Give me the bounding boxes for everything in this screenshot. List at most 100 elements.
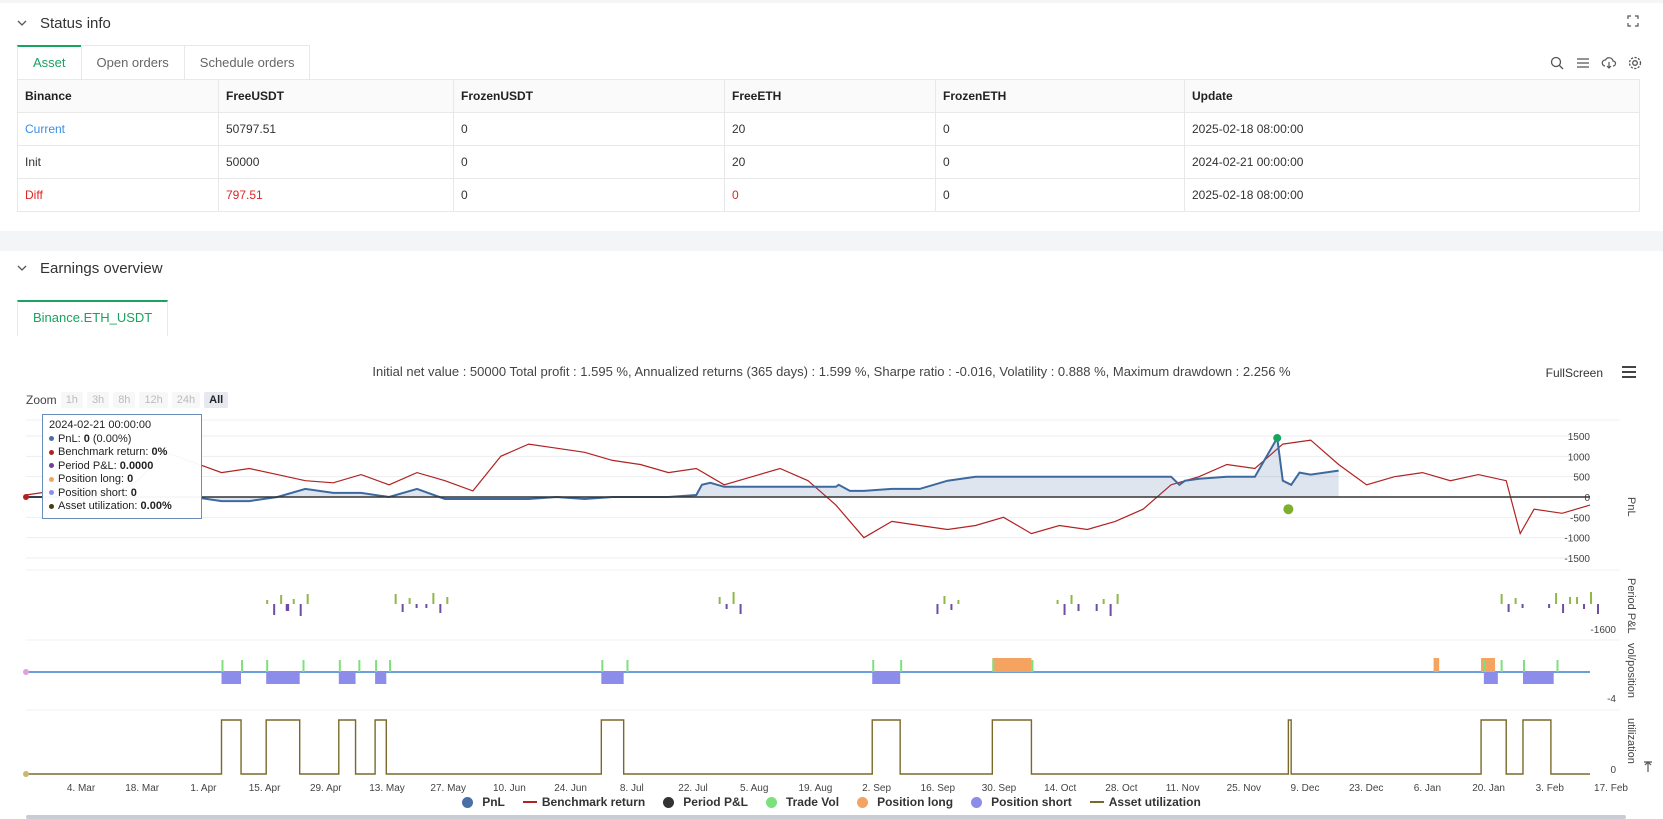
legend-asset-utilization[interactable]: Asset utilization (1089, 795, 1201, 809)
reset-zoom-icon[interactable] (1641, 760, 1655, 774)
search-icon[interactable] (1549, 55, 1565, 71)
trade-vol-bar (266, 660, 269, 672)
table-row: Diff 797.51 0 0 0 2025-02-18 08:00:00 (17, 178, 1640, 212)
col-update: Update (1184, 79, 1640, 113)
trade-vol-bar (900, 660, 903, 672)
legend-trade-vol[interactable]: Trade Vol (765, 795, 839, 809)
position-short-block (601, 672, 624, 684)
legend-period-pnl[interactable]: Period P&L (663, 795, 748, 809)
zoom-12h[interactable]: 12h (139, 392, 168, 408)
period-bar (1548, 604, 1551, 608)
chart-legend: PnL Benchmark return Period P&L Trade Vo… (0, 795, 1663, 809)
zoom-all[interactable]: All (204, 392, 229, 408)
period-tick-label: -1600 (1590, 625, 1616, 636)
period-bar (446, 597, 449, 604)
period-bar (1521, 604, 1524, 608)
expand-icon[interactable] (1627, 15, 1639, 27)
table-row: Current 50797.51 0 20 0 2025-02-18 08:00… (17, 112, 1640, 146)
zoom-1h[interactable]: 1h (60, 392, 83, 408)
period-bar (1116, 594, 1119, 604)
period-bar (439, 604, 442, 613)
col-freeeth: FreeETH (724, 79, 936, 113)
x-tick-label: 4. Mar (67, 783, 96, 794)
x-tick-label: 14. Oct (1044, 783, 1076, 794)
period-bar (415, 604, 418, 608)
period-bar (285, 604, 288, 611)
tooltip-short: Position short: 0 (49, 487, 195, 501)
hamburger-menu-icon[interactable] (1621, 365, 1637, 379)
period-bar (266, 600, 269, 604)
legend-position-long[interactable]: Position long (857, 795, 953, 809)
period-bar (299, 604, 302, 616)
download-cloud-icon[interactable] (1601, 55, 1617, 71)
y-tick-label: 1000 (1568, 452, 1591, 463)
trade-vol-bar (626, 660, 629, 672)
period-bar (292, 599, 295, 604)
period-bar (394, 594, 397, 604)
x-tick-label: 24. Jun (554, 783, 587, 794)
x-tick-label: 16. Sep (921, 783, 956, 794)
zoom-3h[interactable]: 3h (86, 392, 110, 408)
position-start-marker (23, 669, 29, 675)
status-header[interactable]: Status info (0, 7, 111, 39)
gear-icon[interactable] (1627, 55, 1643, 71)
earnings-header[interactable]: Earnings overview (0, 252, 163, 284)
table-cell: 20 (724, 145, 936, 179)
row-label-current[interactable]: Current (17, 112, 219, 146)
list-icon[interactable] (1575, 55, 1591, 71)
tab-asset[interactable]: Asset (17, 45, 82, 81)
zoom-24h[interactable]: 24h (171, 392, 201, 408)
position-long-block (992, 658, 1032, 672)
tab-binance-eth-usdt[interactable]: Binance.ETH_USDT (17, 300, 169, 336)
trade-vol-bar (1483, 660, 1486, 672)
chart-navigator-scrollbar[interactable] (26, 815, 1626, 819)
period-bar (1070, 595, 1073, 604)
tooltip-util: Asset utilization: 0.00% (49, 500, 195, 514)
trade-vol-bar (241, 660, 244, 672)
period-axis-label: Period P&L (1625, 578, 1637, 634)
x-tick-label: 19. Aug (798, 783, 832, 794)
period-bar (1569, 597, 1572, 604)
pnl-area (26, 438, 1339, 502)
legend-benchmark[interactable]: Benchmark return (522, 795, 645, 809)
zoom-label: Zoom (26, 393, 57, 407)
fullscreen-button[interactable]: FullScreen (1545, 366, 1603, 380)
x-tick-label: 15. Apr (249, 783, 281, 794)
zoom-controls: Zoom 1h 3h 8h 12h 24h All (26, 392, 229, 408)
x-tick-label: 8. Jul (620, 783, 644, 794)
status-panel: Status info Asset Open orders Schedule o… (0, 3, 1663, 231)
y-tick-label: -1500 (1564, 554, 1590, 565)
legend-pnl[interactable]: PnL (462, 795, 505, 809)
earnings-title: Earnings overview (40, 259, 163, 277)
period-bar (432, 593, 435, 604)
x-tick-label: 6. Jan (1414, 783, 1441, 794)
tab-schedule-orders[interactable]: Schedule orders (183, 45, 311, 80)
period-bar (1056, 600, 1059, 604)
period-bar (936, 604, 939, 614)
benchmark-line (25, 439, 1591, 539)
trade-vol-bar (1500, 660, 1503, 672)
period-bar (957, 600, 960, 604)
tooltip-benchmark: Benchmark return: 0% (49, 446, 195, 460)
period-bar (1500, 594, 1503, 604)
status-title: Status info (40, 14, 111, 32)
period-bar (732, 592, 735, 604)
position-long-block (1433, 658, 1440, 672)
trade-vol-bar (601, 660, 604, 672)
x-tick-label: 23. Dec (1349, 783, 1383, 794)
tooltip-date: 2024-02-21 00:00:00 (49, 419, 152, 431)
x-tick-label: 25. Nov (1227, 783, 1261, 794)
period-bar (1583, 604, 1586, 609)
chart-tooltip: 2024-02-21 00:00:00 PnL: 0 (0.00%) Bench… (42, 414, 202, 519)
util-start-marker (23, 771, 29, 777)
trade-vol-bar (358, 660, 361, 672)
pnl-axis-label: PnL (1625, 497, 1637, 517)
trade-vol-bar (1031, 660, 1034, 672)
zoom-8h[interactable]: 8h (113, 392, 136, 408)
x-tick-label: 27. May (430, 783, 466, 794)
period-bar (1555, 593, 1558, 604)
legend-position-short[interactable]: Position short (971, 795, 1072, 809)
period-bar (739, 604, 742, 614)
period-bar (280, 595, 283, 604)
